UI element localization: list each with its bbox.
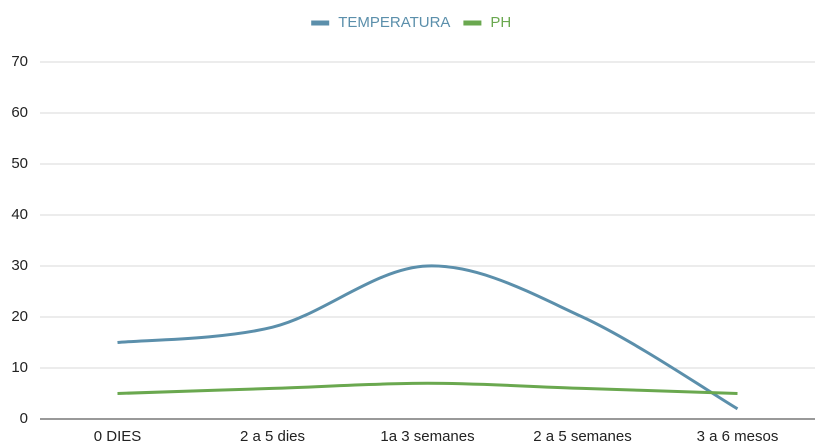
x-tick-label: 3 a 6 mesos xyxy=(697,428,779,445)
series-line xyxy=(117,381,738,395)
x-tick-label: 1a 3 semanes xyxy=(380,428,474,445)
x-tick-label: 2 a 5 semanes xyxy=(533,428,631,445)
y-tick-label: 70 xyxy=(11,53,28,70)
y-tick-label: 40 xyxy=(11,206,28,223)
y-tick-label: 30 xyxy=(11,257,28,274)
y-tick-label: 60 xyxy=(11,104,28,121)
y-tick-label: 20 xyxy=(11,308,28,325)
legend-label: PH xyxy=(490,14,511,31)
y-tick-label: 50 xyxy=(11,155,28,172)
x-tick-label: 2 a 5 dies xyxy=(240,428,305,445)
x-tick-label: 0 DIES xyxy=(94,428,142,445)
y-tick-label: 0 xyxy=(20,410,28,427)
legend-label: TEMPERATURA xyxy=(338,14,450,31)
series-line xyxy=(117,264,739,411)
y-tick-label: 10 xyxy=(11,359,28,376)
